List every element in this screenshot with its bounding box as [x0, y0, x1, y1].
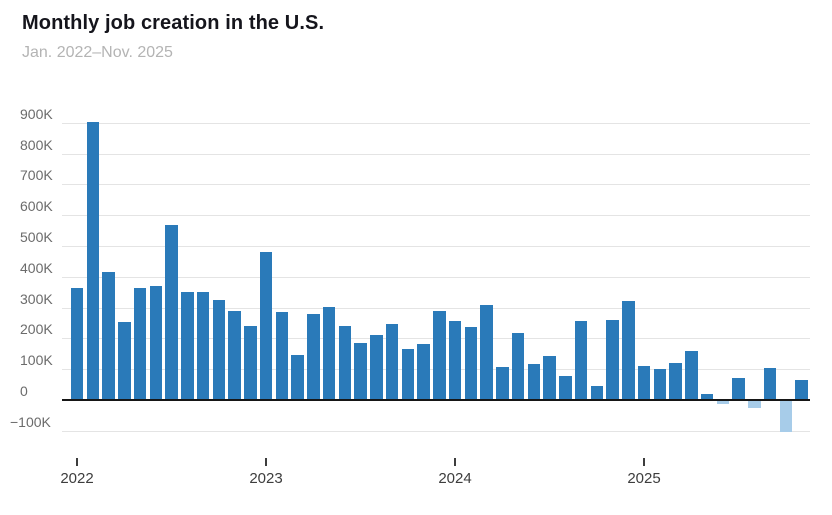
y-tick-label: 100K: [20, 352, 53, 369]
y-tick-label: 400K: [20, 259, 53, 276]
bar: [102, 272, 115, 400]
bar: [307, 314, 320, 400]
bar: [385, 324, 399, 400]
bar: [511, 333, 525, 400]
bar: [669, 363, 682, 400]
y-gridline: [62, 153, 810, 155]
bar: [464, 327, 477, 400]
bar: [622, 300, 635, 400]
y-gridline: [62, 215, 810, 217]
bar: [606, 319, 619, 400]
bar: [433, 310, 446, 400]
bar: [559, 375, 572, 400]
bar: [244, 326, 257, 400]
x-year-label: 2023: [249, 470, 283, 487]
bar: [448, 321, 462, 400]
y-tick-label: 0: [20, 383, 28, 399]
bar: [763, 367, 777, 400]
y-gridline: [62, 122, 810, 124]
x-tick-mark: [643, 458, 645, 466]
bar: [275, 311, 288, 400]
bar: [732, 377, 745, 400]
bar: [795, 380, 808, 400]
bar: [322, 306, 336, 400]
bar: [401, 349, 414, 400]
y-tick-label: −100K: [10, 413, 51, 430]
y-tick-label: 200K: [20, 321, 53, 338]
bar: [370, 335, 383, 400]
x-tick-mark: [265, 458, 267, 466]
chart-title: Monthly job creation in the U.S.: [22, 12, 325, 34]
y-gridline: [62, 184, 810, 186]
bar: [86, 121, 99, 400]
x-tick-mark: [454, 458, 456, 466]
x-tick-mark: [76, 458, 78, 466]
bar: [590, 386, 603, 400]
bar: [417, 343, 430, 400]
bar: [574, 321, 588, 400]
y-tick-label: 600K: [20, 198, 53, 215]
bar: [149, 286, 162, 400]
bar: [165, 225, 178, 400]
bar: [480, 304, 493, 400]
bar: [338, 326, 351, 400]
x-year-label: 2025: [627, 470, 661, 487]
bar: [212, 300, 225, 400]
bar: [291, 355, 304, 400]
zero-axis-line: [62, 399, 810, 401]
bar: [700, 394, 714, 400]
bar: [779, 400, 792, 433]
bar: [716, 400, 729, 404]
y-gridline: [62, 430, 810, 432]
bar: [496, 366, 509, 400]
bar: [748, 400, 761, 408]
bar: [543, 355, 556, 400]
bar: [133, 287, 147, 400]
bar: [653, 368, 666, 400]
x-year-label: 2022: [60, 470, 94, 487]
bar: [181, 291, 194, 400]
y-tick-label: 700K: [20, 167, 53, 184]
bar: [70, 287, 84, 400]
y-gridline: [62, 246, 810, 247]
y-gridline: [62, 276, 810, 278]
bar: [527, 363, 540, 400]
bar: [196, 292, 210, 400]
y-gridline: [62, 307, 810, 309]
y-tick-label: 800K: [20, 136, 53, 153]
bar: [354, 343, 367, 400]
y-tick-label: 900K: [20, 105, 53, 122]
bar: [118, 321, 131, 400]
bar: [259, 251, 273, 400]
bar: [637, 365, 651, 400]
y-tick-label: 500K: [20, 229, 53, 245]
bar: [228, 310, 241, 400]
chart-subtitle: Jan. 2022–Nov. 2025: [22, 44, 173, 61]
bar: [685, 351, 698, 400]
y-tick-label: 300K: [20, 290, 53, 307]
x-year-label: 2024: [438, 470, 472, 487]
